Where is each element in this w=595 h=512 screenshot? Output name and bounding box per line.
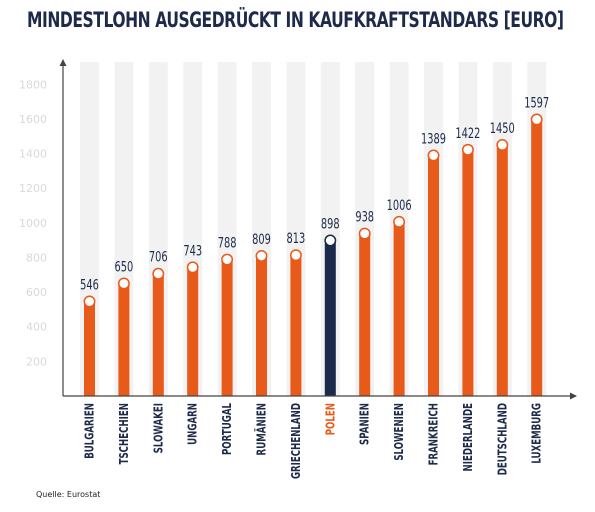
data-label: 788 — [218, 234, 237, 251]
data-label: 813 — [287, 230, 306, 247]
category-label: FRANKREICH — [427, 403, 441, 465]
category-label: RUMÄNIEN — [253, 403, 269, 455]
category-label: LUXEMBURG — [530, 403, 544, 464]
axes — [59, 59, 577, 400]
bar — [187, 267, 199, 396]
bar-marker — [427, 149, 440, 162]
bar-marker — [289, 249, 302, 262]
bar — [118, 283, 130, 396]
data-label: 1450 — [490, 120, 515, 137]
data-label: 898 — [321, 215, 340, 232]
y-tick-label: 400 — [26, 321, 47, 334]
bar — [462, 149, 474, 396]
category-label: UNGARN — [186, 403, 200, 445]
bar-marker — [186, 261, 199, 274]
data-label: 1422 — [455, 124, 480, 141]
bar — [152, 273, 164, 396]
category-label: SLOWAKEI — [152, 403, 166, 453]
chart-title: MINDESTLOHN AUSGEDRÜCKT IN KAUFKRAFTSTAN… — [27, 8, 564, 32]
data-label: 1597 — [524, 94, 549, 111]
background-bands — [80, 62, 547, 396]
y-tick-label: 1800 — [19, 78, 47, 91]
bar-marker — [152, 267, 165, 280]
bar-marker — [324, 234, 337, 247]
category-label: DEUTSCHLAND — [496, 403, 510, 476]
category-label: NIEDERLANDE — [462, 403, 476, 471]
bar — [324, 240, 336, 396]
bar — [359, 233, 371, 396]
bar — [428, 155, 439, 396]
data-label: 546 — [80, 276, 99, 293]
bar-marker — [358, 227, 371, 240]
y-tick-label: 1600 — [19, 113, 47, 126]
data-label: 938 — [355, 208, 374, 225]
bar-marker — [496, 138, 509, 151]
data-label: 650 — [115, 258, 134, 275]
y-tick-label: 200 — [26, 355, 47, 368]
category-label: POLEN — [324, 403, 338, 435]
y-tick-label: 600 — [26, 286, 47, 299]
bar — [221, 259, 233, 396]
data-label: 1006 — [387, 196, 412, 213]
category-label: BULGARIEN — [83, 403, 97, 459]
bar-marker — [83, 295, 96, 308]
y-tick-label: 1200 — [19, 182, 47, 195]
data-label: 809 — [252, 231, 271, 248]
bar — [256, 255, 267, 396]
bar — [531, 119, 543, 396]
category-label: PORTUGAL — [221, 403, 235, 455]
bar — [496, 144, 508, 396]
bar — [393, 221, 405, 396]
category-label: SPANIEN — [358, 403, 372, 445]
x-axis-labels: BULGARIEN TSCHECHIEN SLOWAKEI UNGARN PORTUGA… — [83, 403, 544, 479]
bars: 546 650 706 743 788 809 813 898 938 1006 1389 1422 1… — [80, 94, 549, 396]
y-tick-label: 1400 — [19, 148, 47, 161]
data-label: 1389 — [421, 130, 446, 147]
bar-marker — [255, 249, 268, 262]
category-label: GRIECHENLAND — [290, 403, 304, 479]
bar — [290, 255, 302, 396]
x-axis-arrow — [570, 392, 577, 400]
bar-marker — [461, 143, 474, 156]
bar-marker — [117, 277, 130, 290]
y-tick-label: 1000 — [19, 217, 47, 230]
data-label: 743 — [183, 242, 202, 259]
data-label: 706 — [149, 248, 168, 265]
bar-marker — [393, 215, 406, 228]
source-note: Quelle: Eurostat — [36, 490, 101, 499]
bar — [84, 301, 95, 396]
y-tick-label: 800 — [26, 251, 47, 264]
category-label: SLOWENIEN — [393, 403, 407, 461]
bar-marker — [530, 113, 543, 126]
bar-marker — [221, 253, 234, 266]
y-axis-arrow — [59, 59, 67, 66]
y-axis-ticks: 200 400 600 800 1000 1200 1400 1600 1800 — [19, 78, 47, 368]
category-label: TSCHECHIEN — [118, 403, 132, 464]
